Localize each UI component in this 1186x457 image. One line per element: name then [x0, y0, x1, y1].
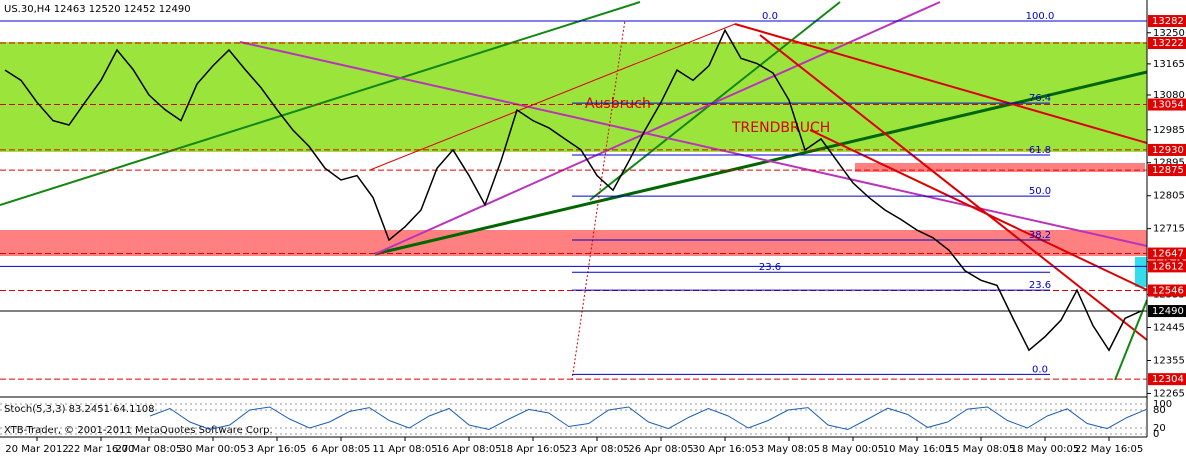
- price-line: [4, 28, 1142, 352]
- x-tick-label: 3 May 08:05: [758, 444, 820, 455]
- price-box: [1148, 260, 1186, 273]
- annotation: Ausbruch: [585, 96, 651, 112]
- price-label: 12875: [1152, 165, 1184, 176]
- x-tick-label: 22 Mar 16:00: [68, 444, 135, 455]
- x-tick-label: 18 May 00:05: [1011, 444, 1080, 455]
- stoch-tick-label: 20: [1153, 423, 1166, 434]
- x-tick-label: 15 May 08:05: [947, 444, 1016, 455]
- price-label: 12647: [1152, 249, 1184, 260]
- y-tick-label: 12355: [1153, 355, 1185, 366]
- price-box: [1148, 37, 1186, 50]
- y-tick-label: 12805: [1153, 191, 1185, 202]
- price-box: [1148, 164, 1186, 177]
- trendline: [571, 19, 626, 381]
- x-tick-label: 8 May 00:05: [822, 444, 884, 455]
- y-tick-label: 13080: [1153, 90, 1185, 101]
- price-label: 12490: [1152, 306, 1184, 317]
- x-tick-label: 6 Apr 08:05: [312, 444, 371, 455]
- x-tick-label: 20 Mar 2012: [5, 444, 68, 455]
- trendline: [589, 1, 841, 201]
- fib-label: 23.6: [1029, 280, 1051, 291]
- x-tick-label: 26 Apr 08:05: [628, 444, 693, 455]
- fib-label: 0.0: [762, 11, 778, 22]
- y-tick-label: 12445: [1153, 323, 1185, 334]
- price-label: 13282: [1152, 16, 1184, 27]
- y-tick-label: 13250: [1153, 28, 1185, 39]
- fib-label: 100.0: [1026, 11, 1055, 22]
- green-zone: [0, 42, 1147, 152]
- price-box: [1148, 305, 1186, 318]
- price-box: [1148, 373, 1186, 386]
- x-tick-label: 30 Apr 16:05: [692, 444, 757, 455]
- trendline: [0, 1, 641, 206]
- price-box: [1148, 15, 1186, 28]
- price-box: [1148, 284, 1186, 297]
- price-label: 12612: [1152, 261, 1184, 272]
- y-tick-label: 12895: [1153, 158, 1185, 169]
- y-tick-label: 12715: [1153, 224, 1185, 235]
- price-box: [1148, 247, 1186, 260]
- fib-label: 61.8: [1029, 145, 1051, 156]
- red-zone: [0, 230, 1147, 256]
- chart-title: US.30,H4 12463 12520 12452 12490: [4, 4, 191, 15]
- stoch-tick-label: 100: [1153, 399, 1172, 410]
- stoch-title: Stoch(5,3,3) 83.2451 64.1108: [4, 404, 155, 415]
- x-tick-label: 11 Apr 08:05: [372, 444, 437, 455]
- y-tick-label: 13165: [1153, 59, 1185, 70]
- fib-label: 50.0: [1029, 186, 1051, 197]
- price-label: 12304: [1152, 374, 1184, 385]
- price-label: 12546: [1152, 286, 1184, 297]
- stoch-tick-label: 80: [1153, 405, 1166, 416]
- price-box: [1148, 98, 1186, 111]
- trendline: [374, 70, 1148, 256]
- x-tick-label: 30 Mar 00:05: [180, 444, 247, 455]
- x-tick-label: 3 Apr 16:05: [248, 444, 307, 455]
- x-tick-label: 22 May 16:05: [1075, 444, 1144, 455]
- copyright: XTB-Trader, © 2001-2011 MetaQuotes Softw…: [4, 425, 273, 436]
- fib-label: 0.0: [1032, 364, 1048, 375]
- x-tick-label: 10 May 16:05: [883, 444, 952, 455]
- y-tick-label: 12265: [1153, 388, 1185, 399]
- trendline: [369, 23, 736, 171]
- cyan-box: [1135, 257, 1147, 287]
- fib-label: 23.6: [759, 262, 781, 273]
- red-zone: [855, 163, 1145, 172]
- stoch-line: [149, 406, 1148, 431]
- annotation: TRENDBRUCH: [731, 120, 830, 136]
- y-tick-label: 12985: [1153, 125, 1185, 136]
- trendline: [759, 34, 1148, 341]
- trendline: [1114, 299, 1148, 381]
- stoch-tick-label: 0: [1153, 429, 1159, 440]
- trendline: [734, 23, 1148, 144]
- fib-label: 76.4: [1029, 93, 1051, 104]
- trendline: [374, 1, 941, 255]
- trendline: [239, 41, 1148, 247]
- x-tick-label: 18 Apr 16:05: [500, 444, 565, 455]
- x-tick-label: 23 Apr 08:05: [564, 444, 629, 455]
- price-label: 13054: [1152, 100, 1184, 111]
- fib-label: 38.2: [1029, 230, 1051, 241]
- x-tick-label: 27 Mar 08:05: [116, 444, 183, 455]
- price-box: [1148, 143, 1186, 156]
- price-label: 13222: [1152, 38, 1184, 49]
- trendline: [809, 129, 1148, 291]
- x-tick-label: 16 Apr 08:05: [436, 444, 501, 455]
- price-label: 12930: [1152, 145, 1184, 156]
